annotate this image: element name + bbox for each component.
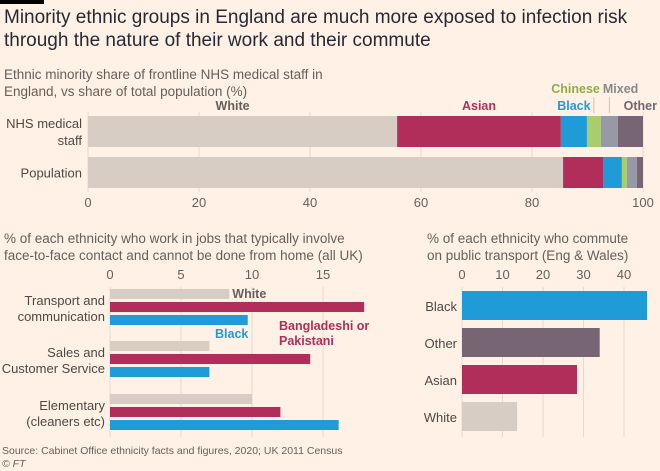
chart3-x-tick-label: 20 <box>536 267 550 282</box>
chart2-category-label: Sales and <box>47 345 105 360</box>
chart1-subtitle: Ethnic minority share of frontline NHS m… <box>4 67 323 99</box>
chart1-x-tick-label: 60 <box>414 195 428 210</box>
chart1-bar-asian <box>563 157 604 188</box>
chart2-bar-bangladeshi-or-pakistani <box>110 407 281 417</box>
chart3-subtitle-line2: on public transport (Eng & Wales) <box>427 248 629 263</box>
ft-brand-bar <box>0 0 44 4</box>
chart3-x-tick-label: 30 <box>576 267 590 282</box>
chart2-x-tick-label: 0 <box>106 267 113 282</box>
chart2-label-bangladeshi-line2: Pakistani <box>279 334 334 348</box>
chart1-bar-black <box>603 157 622 188</box>
legend-label-other: Other <box>624 99 657 113</box>
chart2-label-white: White <box>232 287 266 301</box>
chart3-x-tick-label: 40 <box>617 267 631 282</box>
chart1-category-label: Population <box>21 166 82 181</box>
legend-label-black: Black <box>557 99 590 113</box>
chart2-bar-white <box>110 341 210 351</box>
chart1-bar-other <box>618 116 643 147</box>
chart2-category-label: Customer Service <box>2 361 105 376</box>
chart3-x-tick-label: 10 <box>495 267 509 282</box>
chart1-bar-asian <box>397 116 561 147</box>
chart2-subtitle-line1: % of each ethnicity who work in jobs tha… <box>4 231 345 246</box>
chart2-category-label: (cleaners etc) <box>26 414 105 429</box>
source-note: Source: Cabinet Office ethnicity facts a… <box>2 445 342 471</box>
chart1-bar-other <box>636 157 643 188</box>
chart3-category-label: Other <box>424 336 457 351</box>
chart1-x-tick-label: 40 <box>303 195 317 210</box>
chart2-bar-black <box>110 367 210 377</box>
chart3-subtitle: % of each ethnicity who commute on publi… <box>427 230 657 264</box>
chart2-label-black: Black <box>215 327 248 341</box>
chart1-bar-white <box>88 157 564 188</box>
chart1-bar-black <box>560 116 587 147</box>
chart3-bar-asian <box>462 365 578 394</box>
chart2-category-label: Elementary <box>39 398 105 413</box>
chart2-x-tick-label: 5 <box>177 267 184 282</box>
chart3-category-label: Asian <box>424 373 457 388</box>
legend-label-mixed: Mixed <box>603 82 638 96</box>
chart1-category-label: NHS medical <box>6 116 82 131</box>
chart3-subtitle-line1: % of each ethnicity who commute <box>427 231 629 246</box>
legend-label-white: White <box>216 99 250 113</box>
chart3-bar-other <box>462 328 600 357</box>
chart3-bar-white <box>462 402 518 431</box>
chart1-bar-mixed <box>600 116 619 147</box>
chart1-x-tick-label: 100 <box>632 195 654 210</box>
legend-label-chinese: Chinese <box>551 82 600 96</box>
chart1-bar-white <box>88 116 398 147</box>
chart2-bar-bangladeshi-or-pakistani <box>110 354 311 364</box>
chart1-category-label: staff <box>58 133 83 148</box>
chart1-x-tick-label: 0 <box>84 195 91 210</box>
chart1-bar-chinese <box>621 157 627 188</box>
chart1-x-tick-label: 80 <box>525 195 539 210</box>
chart2-bar-black <box>110 420 339 430</box>
chart1-x-tick-label: 20 <box>192 195 206 210</box>
chart1-bar-mixed <box>626 157 637 188</box>
chart2-x-tick-label: 15 <box>316 267 330 282</box>
chart3-x-tick-label: 0 <box>458 267 465 282</box>
chart2-x-tick-label: 10 <box>245 267 259 282</box>
chart2-category-label: Transport and <box>25 293 105 308</box>
chart2-bar-bangladeshi-or-pakistani <box>110 302 365 312</box>
chart2-subtitle: % of each ethnicity who work in jobs tha… <box>4 230 404 264</box>
chart1-bar-chinese <box>586 116 601 147</box>
chart2-label-bangladeshi-line1: Bangladeshi or <box>279 319 369 333</box>
chart3-category-label: Black <box>425 299 457 314</box>
chart2-bar-white <box>110 289 230 299</box>
ft-credit: © FT <box>2 458 26 470</box>
chart-title: Minority ethnic groups in England are mu… <box>4 7 628 51</box>
chart3-bar-black <box>462 291 648 320</box>
chart2-bar-black <box>110 315 248 325</box>
legend-label-asian: Asian <box>462 99 496 113</box>
chart2-subtitle-line2: face-to-face contact and cannot be done … <box>4 248 363 263</box>
chart2-bar-white <box>110 394 252 404</box>
chart3-category-label: White <box>424 410 457 425</box>
source-text: Source: Cabinet Office ethnicity facts a… <box>2 445 343 457</box>
chart2-category-label: communication <box>18 309 105 324</box>
